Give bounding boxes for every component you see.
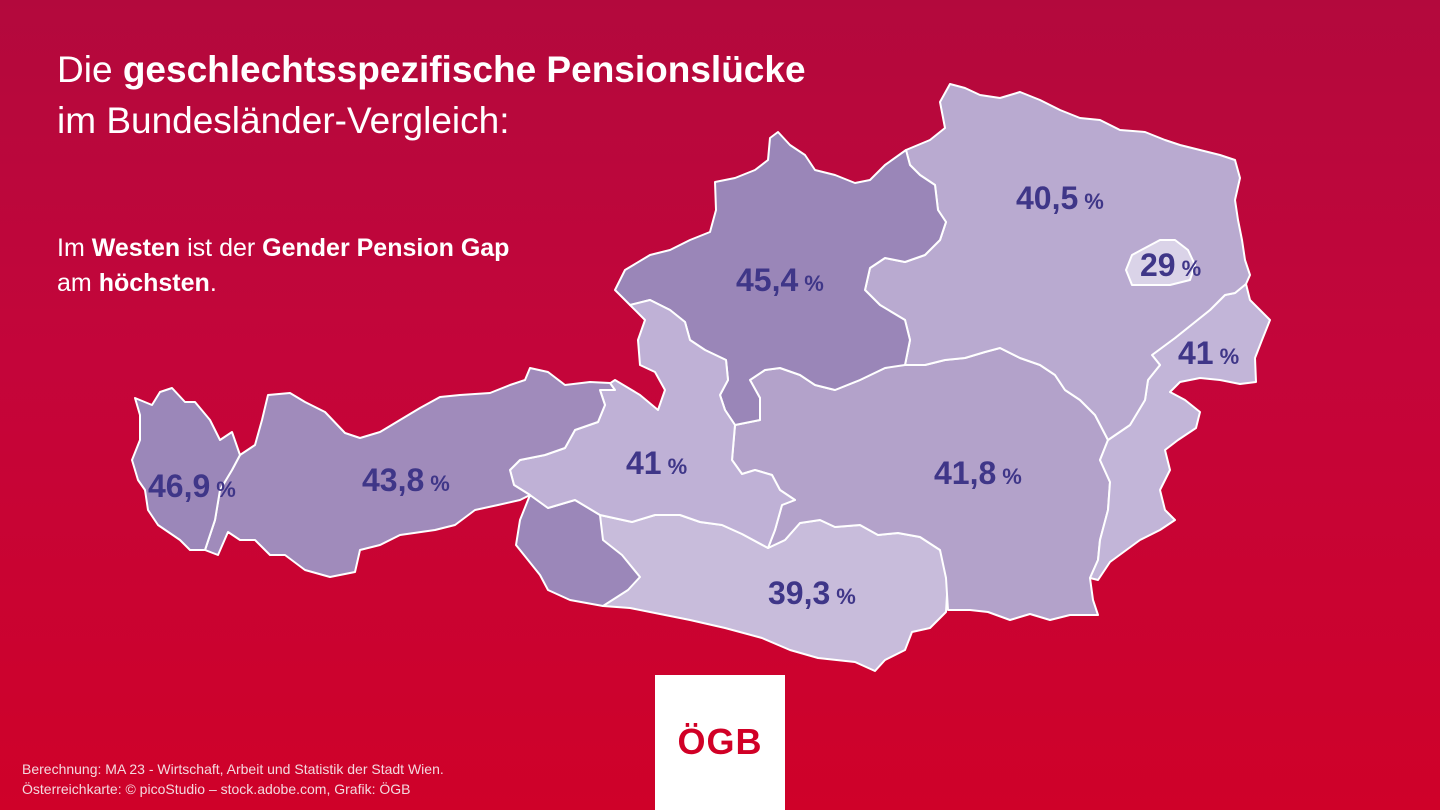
value-number-wien: 29 [1140,247,1176,283]
subtitle-line-2: am höchsten. [57,269,217,297]
value-label-kaernten: 39,3% [768,575,856,611]
value-number-tirol: 43,8 [362,462,424,498]
value-label-oberoesterreich: 45,4% [736,262,824,298]
value-number-niederoesterreich: 40,5 [1016,180,1078,216]
subtitle-line-1: Im Westen ist der Gender Pension Gap [57,234,510,262]
value-label-niederoesterreich: 40,5% [1016,180,1104,216]
value-unit-oberoesterreich: % [804,271,824,296]
value-unit-steiermark: % [1002,464,1022,489]
value-label-burgenland: 41% [1178,335,1239,371]
value-unit-tirol: % [430,471,450,496]
value-number-steiermark: 41,8 [934,455,996,491]
value-unit-kaernten: % [836,584,856,609]
region-vorarlberg [131,387,241,551]
credits-line-2: Österreichkarte: © picoStudio – stock.ad… [22,781,411,797]
value-number-vorarlberg: 46,9 [148,468,210,504]
title-line-2: im Bundesländer-Vergleich: [57,100,510,141]
value-number-burgenland: 41 [1178,335,1214,371]
value-number-oberoesterreich: 45,4 [736,262,798,298]
value-unit-vorarlberg: % [216,477,236,502]
value-unit-wien: % [1182,256,1202,281]
region-shapes [131,83,1271,672]
value-unit-niederoesterreich: % [1084,189,1104,214]
value-unit-salzburg: % [668,454,688,479]
value-label-vorarlberg: 46,9% [148,468,236,504]
logo-text: ÖGB [677,721,763,762]
page-title: Die geschlechtsspezifische Pensionslücke… [57,44,806,146]
region-labels: 46,9% 43,8 %41 %45,4 %40,5 %29 %41 %41,8 %39,3% [148,180,1239,611]
value-label-tirol: 43,8% [362,462,450,498]
value-number-salzburg: 41 [626,445,662,481]
value-label-salzburg: 41% [626,445,687,481]
value-unit-burgenland: % [1220,344,1240,369]
region-wien [1125,239,1196,286]
region-tirol [204,367,616,578]
title-line-1: Die geschlechtsspezifische Pensionslücke [57,49,806,90]
value-label-steiermark: 41,8% [934,455,1022,491]
region-salzburg [509,299,796,549]
credits-line-1: Berechnung: MA 23 - Wirtschaft, Arbeit u… [22,761,444,777]
subtitle: Im Westen ist der Gender Pension Gap am … [57,231,509,301]
value-label-wien: 29% [1140,247,1201,283]
value-number-kaernten: 39,3 [768,575,830,611]
oegb-logo: ÖGB [655,675,785,810]
credits: Berechnung: MA 23 - Wirtschaft, Arbeit u… [22,759,444,799]
